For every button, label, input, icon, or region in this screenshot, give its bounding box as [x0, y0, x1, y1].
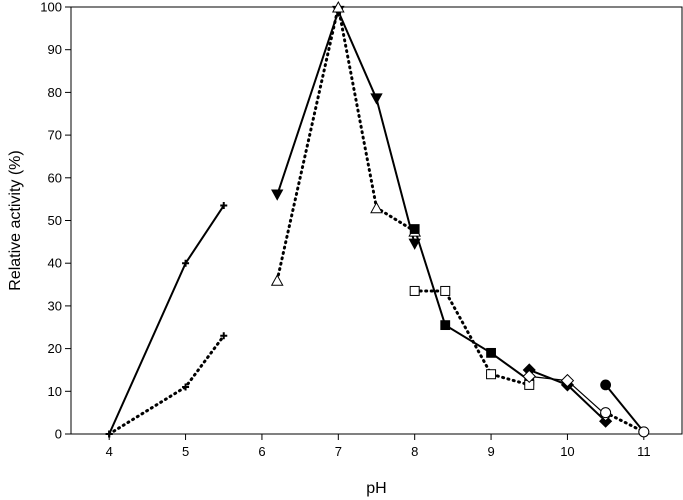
data-point [270, 274, 284, 286]
series-line [413, 228, 530, 382]
x-tick-label: 10 [560, 444, 574, 459]
data-point [408, 238, 421, 250]
data-point [370, 93, 383, 105]
y-tick-label: 60 [48, 170, 62, 185]
y-tick-label: 40 [48, 256, 62, 271]
data-point [105, 430, 113, 438]
series-line [276, 8, 416, 245]
series-line [604, 411, 646, 434]
data-point [522, 369, 536, 384]
data-point [440, 285, 451, 296]
data-point [370, 201, 383, 214]
data-point [486, 369, 497, 380]
data-point [600, 407, 612, 419]
series-lines [107, 6, 646, 436]
y-tick-label: 30 [48, 298, 62, 313]
x-tick-label: 7 [335, 444, 342, 459]
x-tick-label: 8 [411, 444, 418, 459]
x-tick-label: 6 [258, 444, 265, 459]
series-line [604, 384, 645, 433]
series-markers [105, 0, 650, 438]
series-line [275, 6, 417, 282]
data-point [560, 373, 575, 388]
x-tick-label: 11 [637, 444, 651, 459]
data-point [182, 259, 190, 267]
data-point [600, 379, 612, 391]
data-point [182, 383, 190, 391]
y-tick-label: 80 [48, 85, 62, 100]
data-point [486, 347, 496, 358]
plot-frame [70, 6, 683, 435]
y-tick-label: 50 [48, 213, 62, 228]
x-axis-title: pH [366, 480, 386, 497]
y-tick-label: 90 [48, 42, 62, 57]
x-tick-label: 4 [106, 444, 113, 459]
data-point [220, 202, 228, 210]
axes: 4 5 6 7 8 9 10 11 0 10 20 30 40 50 60 70 80 90 100 [40, 0, 683, 459]
y-tick-label: 10 [48, 384, 62, 399]
data-point [331, 0, 345, 13]
data-point [409, 285, 420, 296]
y-tick-label: 20 [48, 341, 62, 356]
y-tick-label: 0 [55, 427, 62, 442]
y-tick-label: 100 [40, 0, 62, 15]
x-tick-label: 9 [487, 444, 494, 459]
series-line [413, 289, 531, 387]
x-tick-label: 5 [182, 444, 189, 459]
y-tick-label: 70 [48, 128, 62, 143]
data-point [271, 189, 284, 201]
series-line [107, 334, 226, 436]
data-point [440, 320, 451, 331]
data-point [638, 426, 650, 438]
y-axis-title: Relative activity (%) [7, 150, 24, 290]
data-point [409, 224, 420, 234]
data-point [220, 332, 228, 340]
